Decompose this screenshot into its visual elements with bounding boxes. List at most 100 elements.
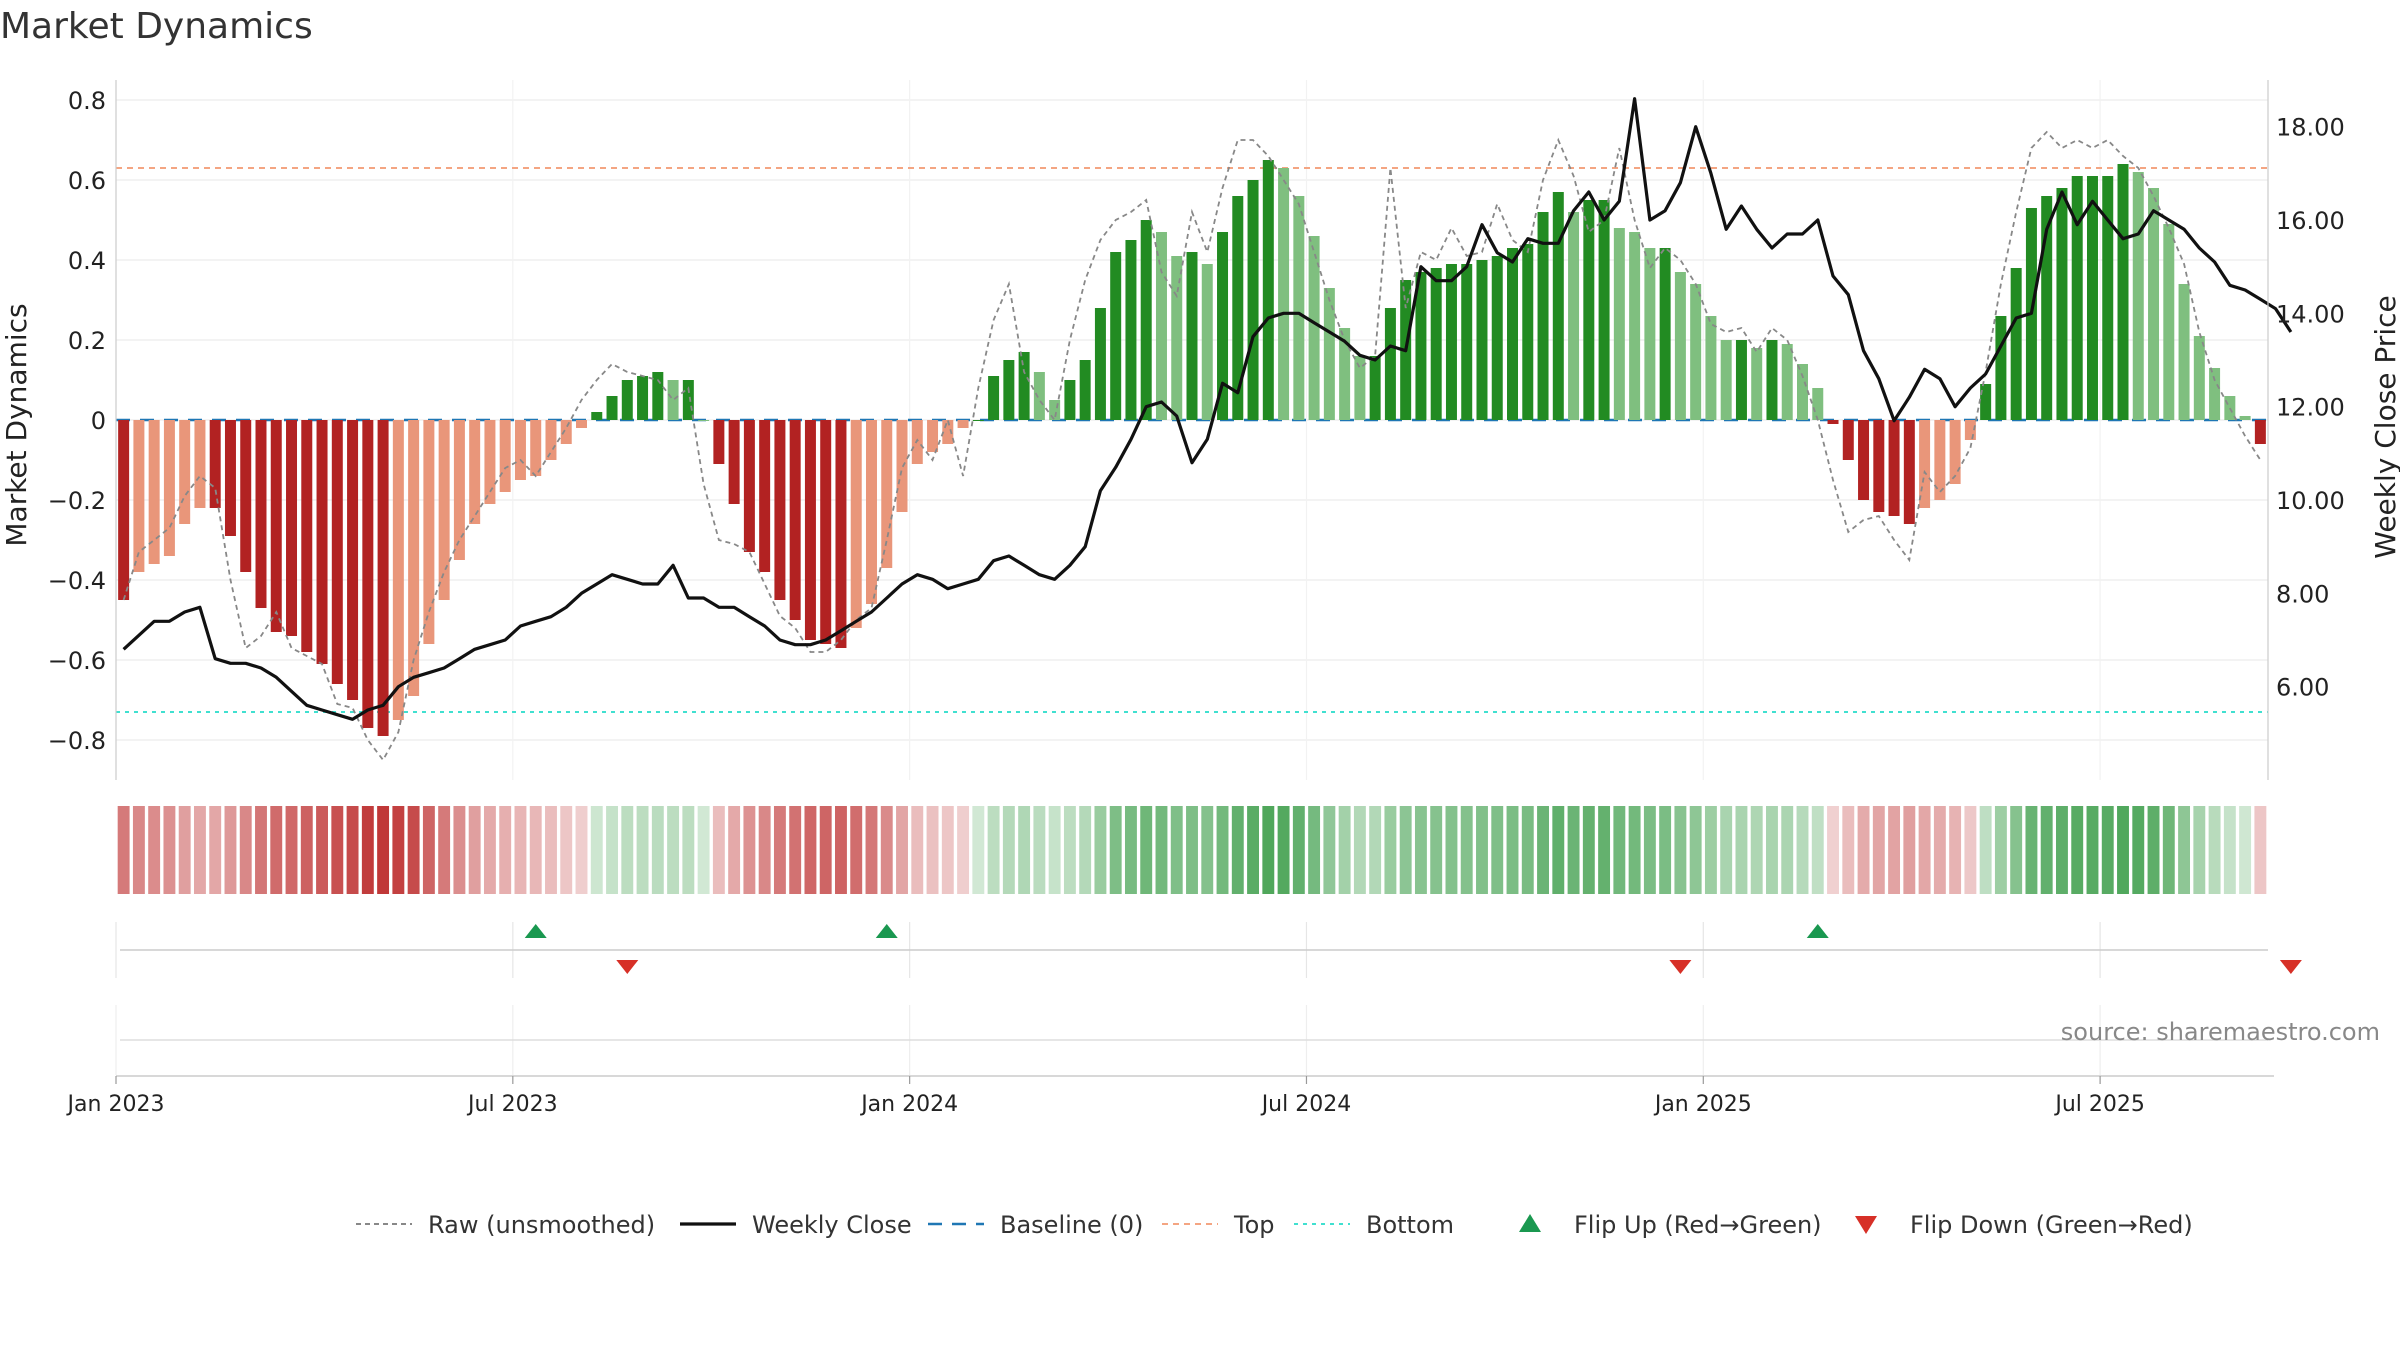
raw-unsmoothed-line: [122, 130, 2262, 762]
flip-up-marker: [524, 924, 547, 938]
regime-cell: [957, 806, 970, 894]
dynamics-bar: [1858, 420, 1870, 500]
axes: 0.8 0.6 0.4 0.2 0 −0.2 −0.4 −0.6 −0.8 18.00 16.00 1…: [48, 80, 2345, 780]
regime-cell: [1277, 806, 1290, 894]
right-tick-label: 14.00: [2276, 300, 2345, 328]
dynamics-bar: [2193, 336, 2205, 420]
regime-cell: [1689, 806, 1702, 894]
regime-cell: [590, 806, 603, 894]
dynamics-bar: [1049, 400, 1061, 420]
dynamics-bar: [1445, 264, 1457, 420]
dynamics-bar: [2102, 176, 2114, 420]
legend-item-bottom: Bottom: [1294, 1211, 1454, 1239]
dynamics-bar: [1720, 340, 1732, 420]
regime-cell: [1384, 806, 1397, 894]
dynamics-bar: [1751, 348, 1763, 420]
dynamics-bar: [1476, 260, 1488, 420]
right-tick-label: 8.00: [2276, 580, 2329, 608]
legend-item-top: Top: [1162, 1211, 1275, 1239]
dynamics-bar: [484, 420, 496, 504]
dynamics-bar: [1430, 268, 1442, 420]
dynamics-bar: [392, 420, 404, 720]
regime-cell: [1033, 806, 1046, 894]
dynamics-bar: [469, 420, 481, 524]
regime-cell: [2040, 806, 2053, 894]
regime-cell: [1445, 806, 1458, 894]
dynamics-bar: [1232, 196, 1244, 420]
dynamics-bar: [2178, 284, 2190, 420]
regime-cell: [1750, 806, 1763, 894]
regime-cell: [1949, 806, 1962, 894]
legend-label: Weekly Close: [752, 1211, 912, 1239]
regime-cell: [514, 806, 527, 894]
dynamics-bar: [820, 420, 832, 644]
legend-item-flipdown: Flip Down (Green→Red): [1855, 1211, 2193, 1239]
dynamics-bar: [591, 412, 603, 420]
regime-cell: [575, 806, 588, 894]
regime-cell: [789, 806, 802, 894]
regime-cell: [1598, 806, 1611, 894]
regime-cell: [987, 806, 1000, 894]
dynamics-bar: [560, 420, 572, 444]
regime-cell: [1491, 806, 1504, 894]
regime-cell: [422, 806, 435, 894]
dynamics-bar: [713, 420, 725, 464]
dynamics-bar: [148, 420, 160, 564]
regime-cell: [1964, 806, 1977, 894]
regime-cell: [331, 806, 344, 894]
regime-cell: [1308, 806, 1321, 894]
regime-cell: [1414, 806, 1427, 894]
regime-cell: [1903, 806, 1916, 894]
regime-cell: [1582, 806, 1595, 894]
regime-cell: [743, 806, 756, 894]
weekly-close-line: [122, 97, 2293, 721]
regime-cell: [2025, 806, 2038, 894]
regime-cell: [132, 806, 145, 894]
regime-cell: [850, 806, 863, 894]
regime-cell: [712, 806, 725, 894]
dynamics-bar: [1842, 420, 1854, 460]
dynamics-bar: [438, 420, 450, 600]
regime-cell: [1735, 806, 1748, 894]
regime-cell: [1201, 806, 1214, 894]
regime-cell: [1613, 806, 1626, 894]
dynamics-bar: [1613, 228, 1625, 420]
legend-label: Top: [1233, 1211, 1275, 1239]
dynamics-bar: [1278, 168, 1290, 420]
regime-cell: [1094, 806, 1107, 894]
right-tick-label: 12.00: [2276, 394, 2345, 422]
regime-cell: [621, 806, 634, 894]
dynamics-bar: [667, 380, 679, 420]
legend-item-raw: Raw (unsmoothed): [356, 1211, 655, 1239]
dynamics-bar: [423, 420, 435, 644]
regime-cell: [2056, 806, 2068, 894]
dynamics-bar: [1491, 256, 1503, 420]
regime-cell: [1430, 806, 1443, 894]
x-tick-label: Jan 2024: [859, 1092, 958, 1117]
dynamics-bar: [1995, 316, 2007, 420]
legend-item-close: Weekly Close: [680, 1211, 912, 1239]
regime-cell: [1628, 806, 1641, 894]
regime-cell: [804, 806, 817, 894]
regime-cell: [1186, 806, 1198, 894]
dynamics-bar: [530, 420, 542, 476]
dynamics-bar: [1705, 316, 1717, 420]
regime-cell: [1216, 806, 1229, 894]
left-tick-label: 0.2: [68, 327, 106, 355]
dynamics-bar: [621, 380, 633, 420]
regime-cell: [1704, 806, 1717, 894]
left-tick-label: −0.8: [48, 727, 106, 755]
regime-cell: [1796, 806, 1809, 894]
regime-cell: [1109, 806, 1122, 894]
dynamics-bar: [1110, 252, 1122, 420]
regime-cell: [1170, 806, 1183, 894]
dynamics-bar: [362, 420, 374, 728]
dynamics-bar: [1262, 160, 1274, 420]
dynamics-bar: [1980, 384, 1992, 420]
regime-cell: [865, 806, 878, 894]
chart-title: Market Dynamics: [0, 6, 313, 47]
dynamics-bar: [514, 420, 526, 480]
dynamics-bar: [2163, 224, 2175, 420]
dynamics-bar: [2209, 368, 2221, 420]
dynamics-bar: [1522, 244, 1534, 420]
